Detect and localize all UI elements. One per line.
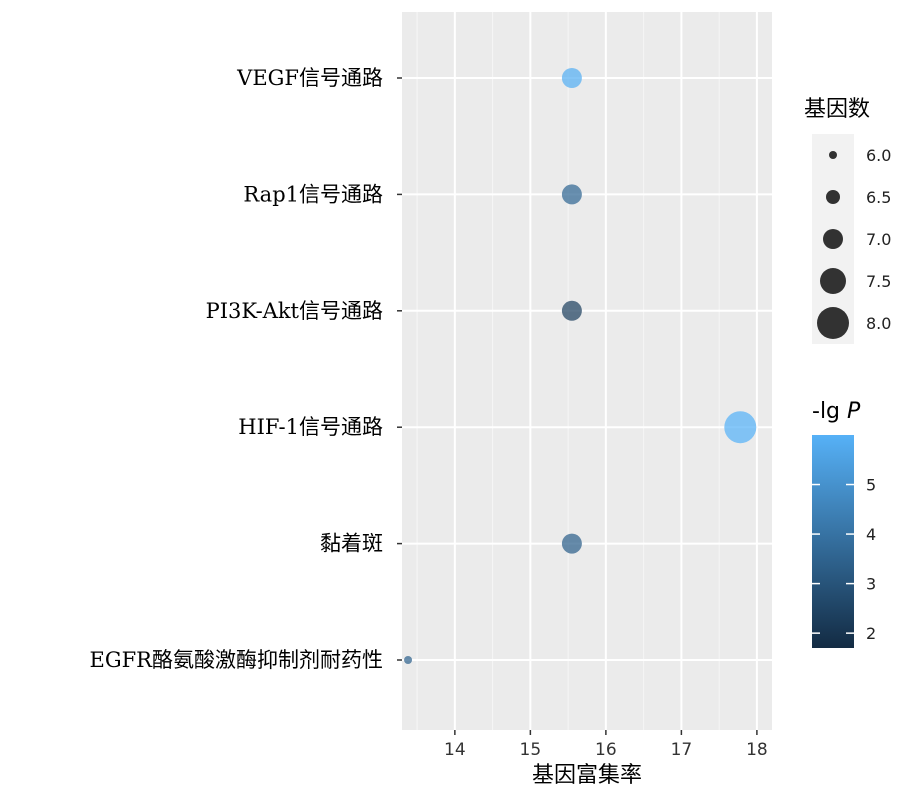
category-label: VEGF信号通路 xyxy=(236,66,383,90)
color-legend-title-italic: P xyxy=(847,399,861,424)
category-label: 黏着斑 xyxy=(320,532,383,556)
color-legend-label: 5 xyxy=(866,476,876,495)
color-legend-label: 2 xyxy=(866,624,876,643)
category-label: Rap1信号通路 xyxy=(243,182,383,206)
size-legend-key xyxy=(829,151,837,159)
size-legend-key xyxy=(820,268,846,294)
color-legend-title-prefix: -lg xyxy=(812,399,847,424)
x-tick-label: 14 xyxy=(444,740,466,760)
color-legend-title: -lg P xyxy=(812,399,861,424)
size-legend-label: 7.5 xyxy=(866,272,891,291)
x-tick-label: 17 xyxy=(671,740,693,760)
data-points xyxy=(404,68,757,664)
data-point xyxy=(561,533,582,554)
size-legend-label: 6.5 xyxy=(866,188,891,207)
size-legend-key xyxy=(823,229,843,249)
x-tick-label: 18 xyxy=(746,740,768,760)
color-legend-label: 3 xyxy=(866,575,876,594)
category-label: EGFR酪氨酸激酶抑制剂耐药性 xyxy=(90,648,384,672)
x-axis: 14 15 16 17 18 xyxy=(444,730,768,760)
size-legend-label: 6.0 xyxy=(866,146,891,165)
size-legend-title: 基因数 xyxy=(804,97,870,122)
x-tick-label: 15 xyxy=(520,740,542,760)
size-legend-label: 8.0 xyxy=(866,314,891,333)
size-legend-label: 7.0 xyxy=(866,230,891,249)
category-label: HIF-1信号通路 xyxy=(238,415,383,439)
data-point xyxy=(561,300,582,321)
size-legend: 基因数 6.0 6.5 7.0 7.5 8.0 xyxy=(804,97,891,344)
data-point xyxy=(561,68,582,88)
category-axis: VEGF信号通路 Rap1信号通路 PI3K-Akt信号通路 HIF-1信号通路黏着斑… xyxy=(90,66,402,672)
x-axis-title: 基因富集率 xyxy=(532,763,642,788)
data-point xyxy=(561,184,582,205)
plot-panel xyxy=(402,12,772,730)
size-legend-key xyxy=(817,307,849,339)
size-legend-key xyxy=(826,190,840,204)
color-legend-label: 4 xyxy=(866,525,876,544)
color-bar xyxy=(812,435,854,648)
category-label: PI3K-Akt信号通路 xyxy=(206,299,383,323)
data-point xyxy=(724,411,757,444)
data-point xyxy=(404,656,413,664)
color-legend: -lg P 2 3 4 5 xyxy=(812,399,876,648)
x-tick-label: 16 xyxy=(595,740,617,760)
grid-lines xyxy=(402,12,772,730)
